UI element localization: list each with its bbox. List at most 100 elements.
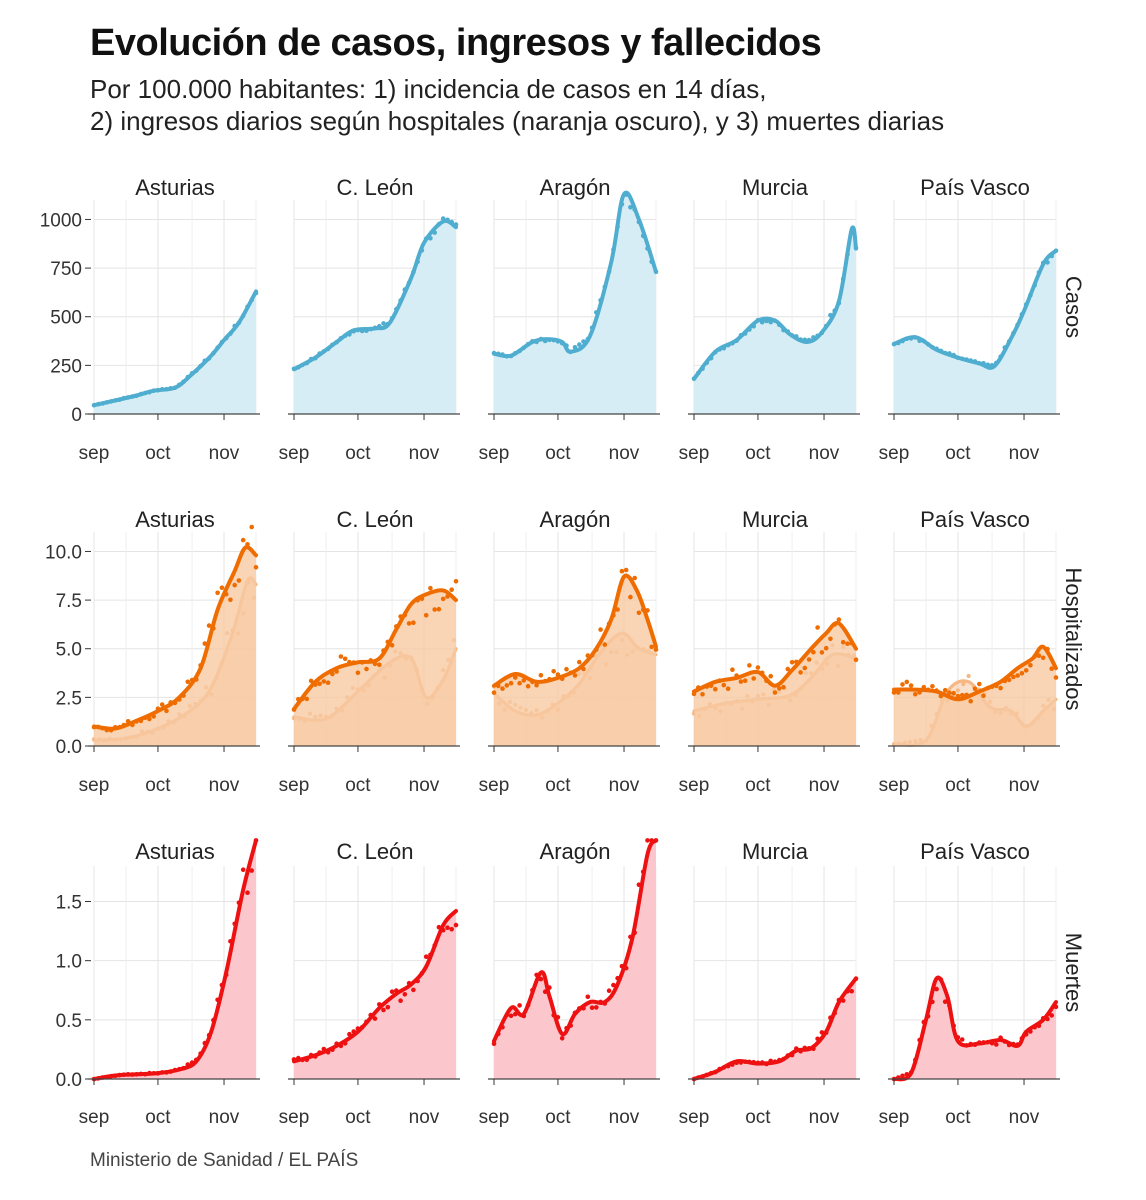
panel-title-asturias: Asturias [135, 175, 214, 200]
panel-casos-murcia: Murcia sep oct nov [679, 175, 860, 464]
x-tick-label: oct [945, 1107, 971, 1128]
data-point [636, 610, 642, 616]
x-tick-label: sep [479, 1107, 510, 1128]
panel-title-c-leon: C. León [336, 507, 413, 532]
chart-title: Evolución de casos, ingresos y fallecido… [90, 22, 822, 64]
data-point [338, 654, 344, 659]
data-point [402, 992, 408, 997]
x-tick-label: nov [1009, 775, 1040, 796]
area-casos [94, 291, 256, 414]
data-point [577, 659, 582, 665]
data-point [628, 205, 633, 210]
data-point [713, 686, 718, 692]
x-tick-label: sep [879, 443, 910, 464]
data-point [453, 579, 459, 584]
data-point [908, 683, 914, 688]
panel-hosp-c-leon: C. León sep oct nov [279, 507, 460, 796]
data-point [730, 667, 735, 672]
data-point [777, 686, 782, 691]
x-tick-label: sep [279, 775, 310, 796]
data-point [747, 663, 752, 668]
data-point-secondary [961, 682, 966, 687]
data-point [594, 1005, 599, 1010]
panel-muertes-aragon: Aragón sep oct nov [479, 838, 660, 1128]
data-point [828, 636, 833, 642]
data-point [802, 665, 808, 671]
x-tick-label: oct [745, 1107, 771, 1128]
data-point [623, 567, 629, 573]
panel-muertes-murcia: Murcia sep oct nov [679, 839, 860, 1128]
data-point [913, 691, 918, 697]
x-tick-label: oct [345, 443, 371, 464]
data-point [836, 617, 842, 622]
data-point [998, 685, 1003, 691]
data-point [381, 1007, 386, 1013]
data-point [521, 678, 527, 683]
data-point [215, 590, 220, 596]
data-point [815, 625, 820, 630]
panel-title-c-leon: C. León [336, 175, 413, 200]
panel-title-pais-vasco: País Vasco [920, 175, 1030, 200]
data-point [304, 696, 310, 702]
data-point [381, 321, 386, 326]
data-point [411, 620, 416, 625]
y-tick-label: 2.5 [56, 688, 82, 709]
x-tick-label: oct [145, 1107, 171, 1128]
data-point [994, 1042, 999, 1047]
panel-title-aragon: Aragón [540, 507, 611, 532]
data-point [1015, 673, 1020, 678]
data-point [436, 606, 442, 612]
data-point [432, 607, 438, 612]
data-point [781, 684, 786, 690]
x-tick-label: oct [545, 775, 571, 796]
x-tick-label: oct [545, 1107, 571, 1128]
data-point [942, 999, 948, 1004]
x-tick-label: nov [1009, 1107, 1040, 1128]
panel-title-pais-vasco: País Vasco [920, 507, 1030, 532]
data-point [819, 650, 825, 655]
data-point [159, 702, 165, 707]
x-tick-label: nov [209, 775, 240, 796]
data-point [900, 1073, 905, 1079]
data-point [377, 662, 382, 668]
x-tick-label: nov [409, 443, 440, 464]
data-point [845, 641, 850, 646]
area-casos [494, 192, 656, 414]
y-tick-label: 5.0 [56, 640, 82, 661]
y-tick-label: 10.0 [45, 543, 82, 564]
data-point [789, 660, 795, 665]
area-muertes [94, 840, 256, 1079]
x-tick-label: sep [279, 1107, 310, 1128]
data-point [249, 868, 254, 873]
y-tick-label: 0.0 [56, 1070, 82, 1091]
data-point [253, 565, 259, 570]
source-credit: Ministerio de Sanidad / EL PAÍS [90, 1150, 359, 1171]
data-point [904, 679, 910, 685]
data-point [653, 647, 659, 652]
data-point [577, 342, 582, 347]
panel-title-asturias: Asturias [135, 507, 214, 532]
x-tick-label: oct [745, 443, 771, 464]
data-point [798, 670, 803, 675]
x-tick-label: sep [279, 443, 310, 464]
x-tick-label: sep [479, 443, 510, 464]
data-point [959, 1037, 965, 1042]
data-point [249, 524, 254, 530]
data-point [947, 690, 952, 695]
data-point [755, 665, 761, 670]
data-point [206, 623, 212, 628]
data-point-secondary [955, 688, 961, 693]
data-point [968, 698, 973, 704]
line-muertes [692, 976, 858, 1081]
data-point [342, 656, 348, 662]
x-tick-label: sep [479, 775, 510, 796]
data-point [308, 678, 314, 684]
data-point [1011, 674, 1016, 680]
data-point [981, 693, 986, 698]
y-tick-label: 1.5 [56, 893, 82, 914]
y-tick-label: 0.0 [56, 737, 82, 758]
chart-subtitle-line-1: Por 100.000 habitantes: 1) incidencia de… [90, 74, 767, 104]
data-point [449, 587, 455, 592]
data-point-secondary [966, 673, 971, 679]
data-point [389, 989, 395, 994]
